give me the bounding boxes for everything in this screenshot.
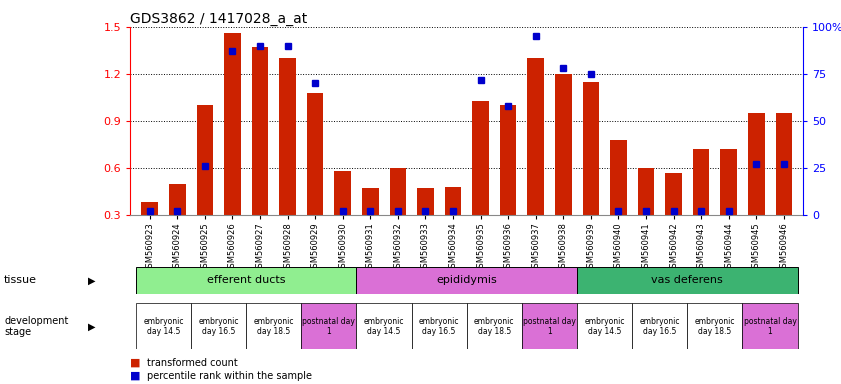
Text: embryonic
day 16.5: embryonic day 16.5 [198, 317, 239, 336]
Bar [136, 267, 357, 294]
Bar [251, 47, 268, 215]
Bar [473, 101, 489, 215]
Text: postnatal day
1: postnatal day 1 [523, 317, 576, 336]
Bar [301, 303, 357, 349]
Bar [632, 303, 687, 349]
Text: embryonic
day 18.5: embryonic day 18.5 [695, 317, 735, 336]
Bar [610, 140, 627, 215]
Bar [721, 149, 737, 215]
Text: efferent ducts: efferent ducts [207, 275, 285, 285]
Bar [141, 202, 158, 215]
Bar [743, 303, 797, 349]
Bar [577, 303, 632, 349]
Text: embryonic
day 16.5: embryonic day 16.5 [639, 317, 680, 336]
Bar [307, 93, 324, 215]
Text: embryonic
day 14.5: embryonic day 14.5 [143, 317, 183, 336]
Bar [748, 113, 764, 215]
Bar [417, 189, 434, 215]
Text: embryonic
day 14.5: embryonic day 14.5 [364, 317, 405, 336]
Bar [357, 303, 411, 349]
Text: embryonic
day 16.5: embryonic day 16.5 [419, 317, 459, 336]
Bar [522, 303, 577, 349]
Text: ■: ■ [130, 358, 140, 368]
Text: embryonic
day 14.5: embryonic day 14.5 [584, 317, 625, 336]
Text: development
stage: development stage [4, 316, 69, 337]
Text: ▶: ▶ [88, 275, 96, 285]
Bar [169, 184, 186, 215]
Bar [224, 33, 241, 215]
Text: vas deferens: vas deferens [652, 275, 723, 285]
Bar [693, 149, 710, 215]
Text: postnatal day
1: postnatal day 1 [743, 317, 796, 336]
Bar [687, 303, 743, 349]
Text: ■: ■ [130, 371, 140, 381]
Text: ▶: ▶ [88, 321, 96, 331]
Text: epididymis: epididymis [436, 275, 497, 285]
Bar [411, 303, 467, 349]
Bar [246, 303, 301, 349]
Bar [357, 267, 577, 294]
Bar [362, 189, 378, 215]
Bar [527, 58, 544, 215]
Bar [445, 187, 461, 215]
Bar [389, 168, 406, 215]
Text: tissue: tissue [4, 275, 37, 285]
Bar [467, 303, 522, 349]
Bar [191, 303, 246, 349]
Bar [136, 303, 191, 349]
Text: embryonic
day 18.5: embryonic day 18.5 [253, 317, 294, 336]
Bar [775, 113, 792, 215]
Bar [500, 105, 516, 215]
Bar [197, 105, 213, 215]
Text: embryonic
day 18.5: embryonic day 18.5 [474, 317, 515, 336]
Bar [583, 82, 599, 215]
Text: percentile rank within the sample: percentile rank within the sample [147, 371, 312, 381]
Text: transformed count: transformed count [147, 358, 238, 368]
Bar [637, 168, 654, 215]
Bar [335, 171, 351, 215]
Text: GDS3862 / 1417028_a_at: GDS3862 / 1417028_a_at [130, 12, 308, 26]
Bar [577, 267, 797, 294]
Bar [279, 58, 296, 215]
Bar [665, 173, 682, 215]
Bar [555, 74, 572, 215]
Text: postnatal day
1: postnatal day 1 [303, 317, 356, 336]
